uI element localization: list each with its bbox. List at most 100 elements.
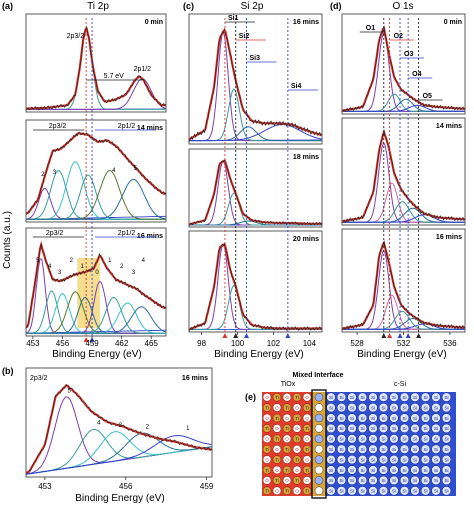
panel-b-time-label: 16 mins [182,375,208,382]
panel-e-atom-tiox [282,455,292,464]
panel-a-tick-label-0: 453 [26,339,40,348]
panel-c-peak-marker-3 [285,333,291,338]
panel-e-atom-si-label: Si [392,468,396,473]
panel-e-atom-si-label: Si [444,468,448,473]
panel-e-atom-tiox [272,424,282,433]
panel-e-atom-si-label: Si [423,416,427,421]
panel-d-component-label-2: O3 [404,51,413,58]
panel-d-component-label-4: O5 [423,93,432,100]
panel-b-component-number-4: 1 [186,426,190,432]
panel-b-component-4 [25,434,213,475]
panel-e-atom-tiox-label: O [285,395,289,400]
panel-c-tick-label-3: 104 [303,339,317,348]
panel-e-atom-tiox-label: Ti [285,447,289,452]
panel-e-atom-si [347,486,357,496]
panel-e-atom-tiox [282,486,292,496]
panel-e-atom-tiox-label: Ti [275,416,279,421]
panel-e-atom-si [399,434,410,444]
panel-e-atom-tiox [282,476,292,485]
panel-e-atom-si-label: Si [339,489,343,494]
panel-e-atom-interface [314,392,324,402]
panel-e-atom-si [399,454,410,465]
panel-e-atom-interface [314,444,324,454]
panel-e-atom-tiox-label: Ti [305,468,309,473]
panel-e-atom-tiox-label: O [265,437,269,442]
panel-e-atom-si [389,392,399,402]
panel-e-atom-si [399,423,410,434]
panel-e-atom-si-label: Si [392,478,396,483]
panel-e-atom-tiox-label: Ti [275,457,279,462]
panel-e-atom-si [441,413,452,423]
panel-e-atom-tiox-label: O [305,416,309,421]
panel-e-atom-si-label: Si [392,395,396,400]
panel-e-atom-interface [314,424,324,433]
panel-d-peak-marker-1 [387,333,393,338]
panel-e-atom-si [410,423,420,434]
panel-a-raw-data-0 [25,26,167,111]
panel-e-atom-si-label: Si [434,426,438,431]
panel-e-atom-tiox [262,455,272,464]
panel-e-atom-si-label: Si [329,478,333,483]
panel-b-peak-label: 2p3/2 [30,375,48,382]
panel-e-atom-si [368,454,378,465]
panel-e-atom-si [357,465,368,475]
panel-e-atom-si [347,413,357,423]
panel-e-atom-si-label: Si [402,395,406,400]
panel-e-atom-tiox-label: Ti [295,395,299,400]
panel-e-atom-si [357,413,368,423]
panel-e-atom-si-label: Si [381,457,385,462]
panel-e-atom-si [420,444,431,454]
panel-e-atom-si-label: Si [413,468,417,473]
panel-e-atom-si [347,402,357,413]
panel-e-atom-si [378,486,389,496]
panel-e-atom-si [336,465,347,475]
panel-e-atom-si-label: Si [329,426,333,431]
panel-e-atom-si-label: Si [444,489,448,494]
panel-c-time-label-0: 16 mins [293,19,319,26]
panel-e-atom-si [420,475,431,486]
panel-a-component-number-14-0: 2 [41,172,45,178]
panel-b: 16 mins 2p3/2 5 4 3 2 1 453 456 459 [25,367,214,491]
panel-e-atom-si-label: Si [360,447,364,452]
panel-e-atom-tiox-label: O [275,405,279,410]
panel-e-atom-si [410,475,420,486]
panel-e-atom-si-label: Si [434,447,438,452]
panel-e-atom-si-label: Si [413,457,417,462]
panel-e-atom-si-label: Si [392,405,396,410]
panel-c-tick-label-0: 98 [197,339,206,348]
panel-e-atom-tiox [262,465,272,475]
panel-e-atom-si [368,475,378,486]
panel-e-atom-si-label: Si [350,426,354,431]
panel-e-atom-tiox-label: O [265,395,269,400]
panel-a-raw-data-2 [25,243,167,329]
panel-e-atom-si [399,444,410,454]
panel-e-atom-si-label: Si [350,405,354,410]
panel-e-atom-si [368,413,378,423]
panel-e-atom-si [399,465,410,475]
panel-e-atom-si [336,402,347,413]
panel-e-atom-si-label: Si [402,478,406,483]
panel-e-atom-si [431,465,441,475]
panel-e-atom-tiox [282,465,292,475]
panel-e-atom-si-label: Si [371,468,375,473]
panel-e-atom-si-label: Si [360,468,364,473]
panel-c-raw-data-1 [188,159,323,226]
panel-a-component-number-14-3: 5 [134,166,138,172]
panel-e-atom-si-label: Si [329,447,333,452]
panel-e-atom-tiox [262,403,272,412]
panel-e-atom-si-label: Si [371,426,375,431]
panel-e-atom-tiox-label: Ti [285,468,289,473]
panel-e-atom-si-label: Si [381,405,385,410]
panel-e-atom-si [389,444,399,454]
panel-e-atom-si [347,475,357,486]
panel-e-atom-tiox [262,486,272,496]
panel-e-atom-si [368,486,378,496]
panel-e-atom-si-label: Si [339,405,343,410]
panel-d-frame-2 [341,228,466,333]
panel-e-atom-si-label: Si [392,489,396,494]
panel-e-atom-si-label: Si [381,416,385,421]
panel-e-atom-si-label: Si [402,468,406,473]
panel-e-atom-si-label: Si [423,489,427,494]
panel-a-title: Ti 2p [87,1,109,12]
